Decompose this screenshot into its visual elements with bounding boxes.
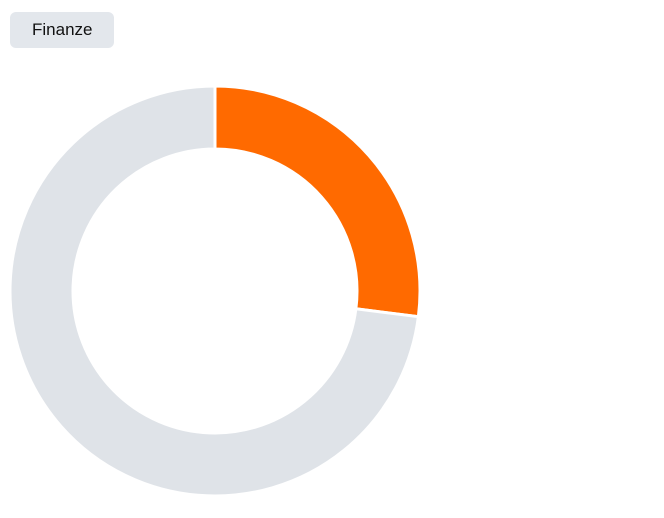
donut-segment — [213, 84, 422, 319]
donut-segment — [8, 84, 421, 498]
chart-title[interactable]: Finanze — [10, 12, 115, 48]
